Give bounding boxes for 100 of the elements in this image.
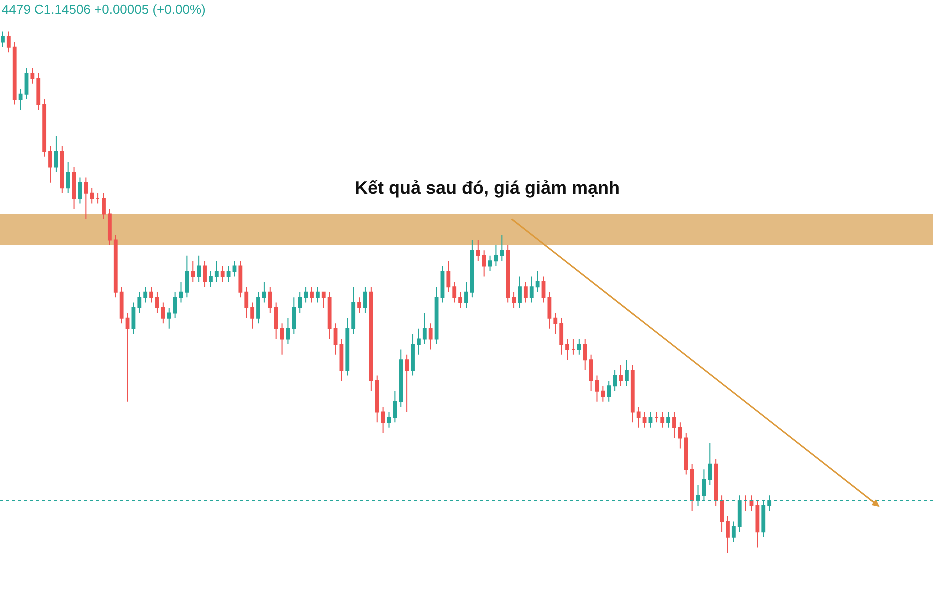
candlestick	[589, 354, 594, 392]
candlestick	[672, 412, 676, 439]
candlestick	[209, 271, 213, 288]
candlestick	[286, 318, 290, 345]
candlestick	[304, 286, 308, 304]
candlestick	[179, 281, 184, 304]
candlestick	[120, 286, 124, 324]
candlestick	[250, 302, 255, 330]
candlestick	[470, 240, 474, 298]
candlestick	[42, 99, 47, 158]
candlestick	[422, 312, 427, 345]
candlestick	[244, 286, 249, 319]
candlestick	[214, 260, 219, 282]
candlestick	[542, 276, 546, 304]
candlestick	[572, 338, 576, 356]
candlestick	[434, 286, 439, 345]
candlestick	[619, 364, 623, 387]
candlestick	[132, 302, 136, 335]
candlestick	[138, 292, 142, 314]
candlestick	[440, 266, 445, 304]
candlestick	[417, 328, 421, 356]
candlestick	[12, 42, 17, 106]
candlestick	[630, 364, 635, 424]
candlestick	[452, 281, 457, 304]
candlestick	[548, 292, 552, 330]
candlestick	[648, 412, 653, 428]
candlestick	[583, 338, 588, 372]
candlestick	[274, 302, 278, 340]
candlestick	[601, 386, 606, 402]
candlestick	[108, 208, 112, 246]
candlestick	[660, 412, 665, 428]
candlestick	[732, 521, 736, 544]
candlestick	[595, 375, 600, 402]
candlestick	[554, 312, 558, 335]
candlestick	[316, 286, 320, 304]
candlestick	[72, 166, 76, 210]
candlestick	[268, 286, 272, 314]
candlestick	[90, 188, 94, 204]
candlestick	[530, 276, 534, 304]
candlestick	[536, 271, 540, 293]
candlestick	[482, 250, 486, 278]
candlestick	[96, 192, 100, 204]
candlestick	[405, 354, 410, 413]
candlestick	[185, 255, 190, 298]
candlestick	[150, 286, 154, 304]
candlestick	[393, 390, 398, 424]
candlestick	[328, 292, 332, 340]
candlestick	[144, 286, 148, 304]
candlestick	[226, 266, 231, 282]
candlestick	[500, 234, 504, 262]
annotation: Kết quả sau đó, giá giảm mạnh	[355, 178, 620, 198]
candlestick	[60, 146, 64, 194]
candlestick	[381, 406, 386, 434]
candlestick	[607, 380, 612, 402]
candlestick	[310, 286, 314, 304]
candlestick	[458, 292, 463, 309]
candlestick	[494, 244, 498, 267]
candlestick	[399, 349, 404, 408]
candlestick	[375, 375, 380, 424]
candlestick	[24, 68, 29, 100]
candlestick	[280, 323, 284, 356]
candlestick	[197, 255, 202, 282]
candlestick	[1, 31, 5, 48]
candlestick	[364, 286, 368, 314]
candlestick	[191, 260, 196, 282]
candlestick	[387, 412, 392, 428]
candlestick	[750, 495, 754, 512]
candlestick	[512, 292, 516, 309]
candlestick	[684, 432, 688, 476]
candlestick	[167, 308, 172, 330]
candlestick	[506, 244, 510, 304]
candlestick	[203, 260, 207, 288]
candlestick	[36, 72, 41, 110]
candlestick	[334, 323, 338, 356]
candlestick	[84, 177, 88, 220]
candlestick	[54, 136, 58, 174]
candlestick	[66, 162, 70, 194]
candlestick	[161, 302, 166, 324]
candlestick	[642, 412, 647, 428]
candlestick	[48, 146, 52, 184]
candlestick	[726, 516, 730, 554]
candlestick	[625, 360, 629, 387]
candlestick	[666, 412, 671, 428]
candlestick	[560, 318, 564, 356]
candlestick	[566, 338, 570, 361]
candlestick	[636, 406, 641, 428]
candlestick	[428, 323, 433, 350]
candlestick	[690, 464, 694, 512]
candlestick	[232, 260, 237, 278]
candlestick	[262, 281, 266, 304]
candlestick	[114, 234, 118, 298]
candlestick	[298, 292, 302, 314]
candlestick	[18, 88, 23, 110]
candlestick	[126, 312, 130, 402]
candlestick	[708, 443, 712, 486]
candlestick	[714, 458, 718, 507]
candlestick	[256, 292, 260, 324]
candlestick	[577, 338, 582, 356]
candlestick	[488, 255, 492, 272]
candlestick	[78, 177, 82, 204]
